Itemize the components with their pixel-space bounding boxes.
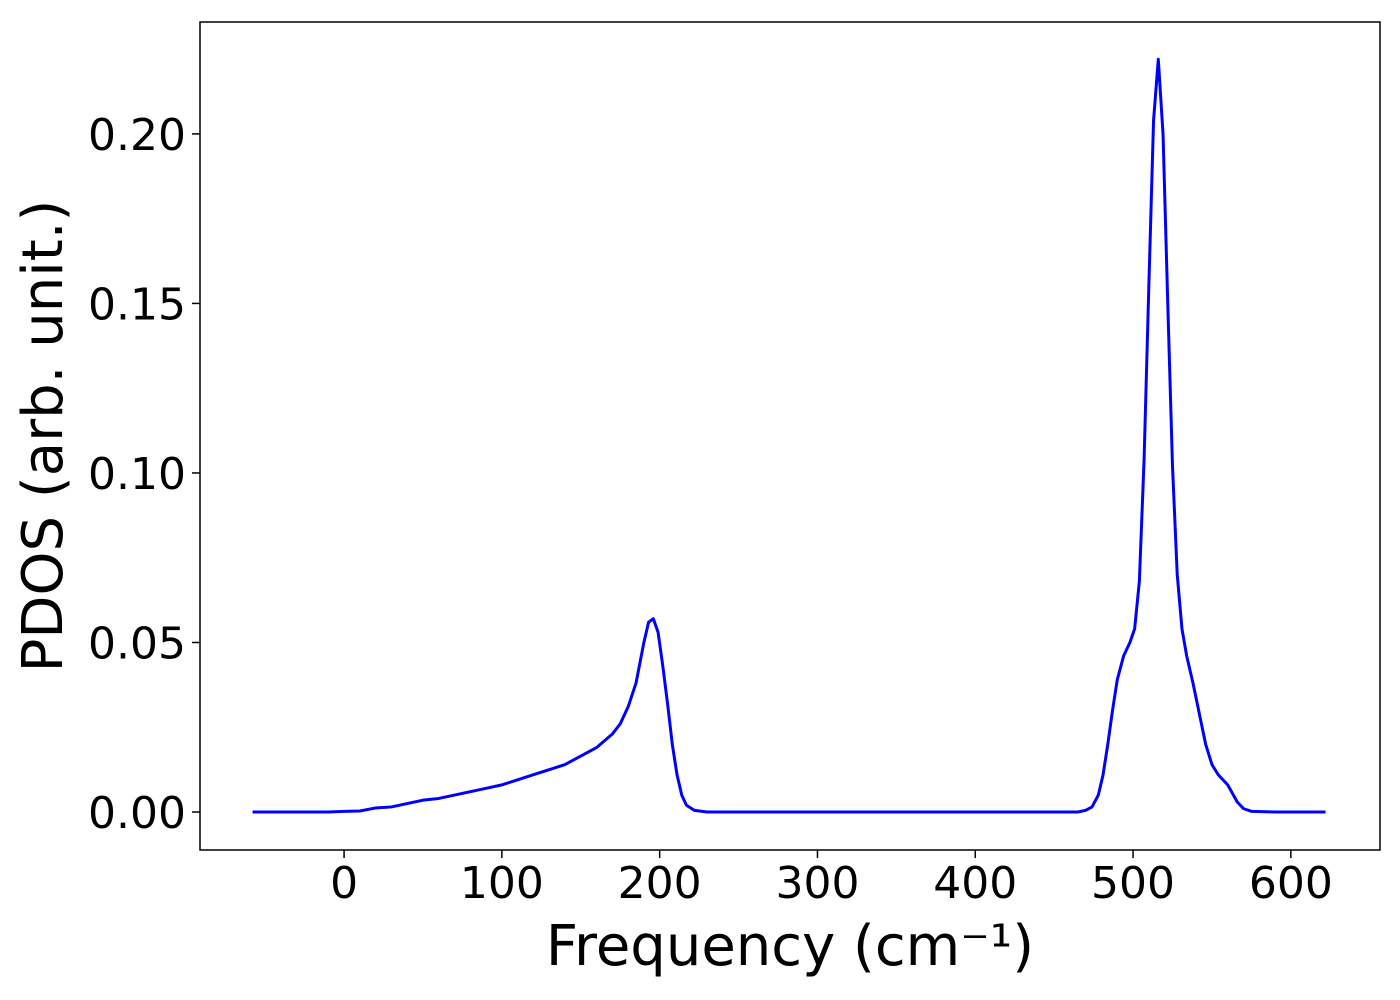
- y-tick-label: 0.05: [88, 618, 186, 669]
- y-tick-label: 0.20: [88, 110, 186, 161]
- data-line: [252, 57, 1326, 814]
- x-tick-label: 100: [460, 858, 544, 909]
- x-tick-label: 200: [618, 858, 702, 909]
- x-tick-label: 600: [1249, 858, 1333, 909]
- y-axis-label: PDOS (arb. unit.): [11, 200, 76, 673]
- plot-frame: [199, 21, 1381, 851]
- y-tick-label: 0.10: [88, 449, 186, 500]
- y-tick-label: 0.15: [88, 279, 186, 330]
- x-tick-label: 0: [330, 858, 358, 909]
- x-axis-label: Frequency (cm⁻¹): [546, 914, 1034, 979]
- x-tick-label: 500: [1091, 858, 1175, 909]
- x-tick-label: 300: [775, 858, 859, 909]
- y-tick-label: 0.00: [88, 788, 186, 839]
- x-tick-label: 400: [933, 858, 1017, 909]
